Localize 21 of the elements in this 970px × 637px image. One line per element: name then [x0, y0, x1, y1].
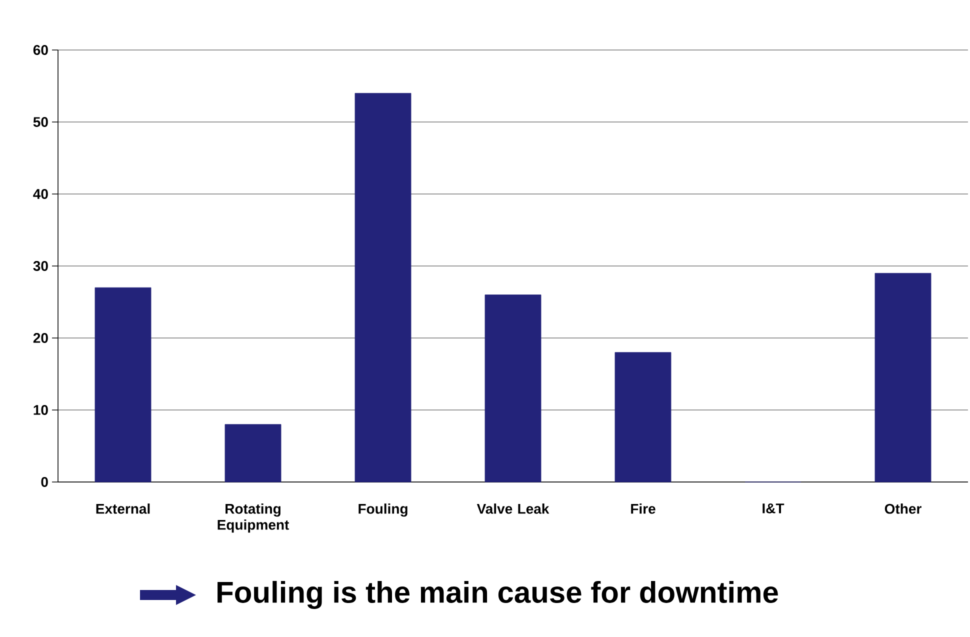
bar	[484, 294, 542, 482]
x-tick-label: Valve Leak	[476, 504, 550, 514]
y-tick-label: 0	[41, 477, 48, 487]
bar	[224, 424, 282, 482]
x-tick-label: Rotating Equipment	[218, 504, 289, 533]
y-tick-label: 40	[33, 189, 48, 199]
y-tick-label: 60	[33, 45, 48, 55]
x-tick-label: Other	[884, 504, 922, 514]
x-tick-label: Fire	[631, 504, 656, 514]
y-tick-label: 20	[33, 333, 48, 343]
bar	[94, 287, 152, 482]
bar	[614, 352, 672, 482]
y-tick-label: 30	[33, 261, 48, 271]
y-tick-label: 50	[33, 117, 48, 127]
x-tick-label: Fouling	[358, 504, 408, 517]
bar	[354, 92, 412, 482]
text: Fouling is the main cause for downtime	[218, 580, 778, 610]
y-tick-label: 10	[34, 405, 48, 415]
x-tick-label: External	[96, 504, 150, 514]
bar	[874, 272, 932, 482]
x-tick-label: I&T	[762, 504, 784, 514]
